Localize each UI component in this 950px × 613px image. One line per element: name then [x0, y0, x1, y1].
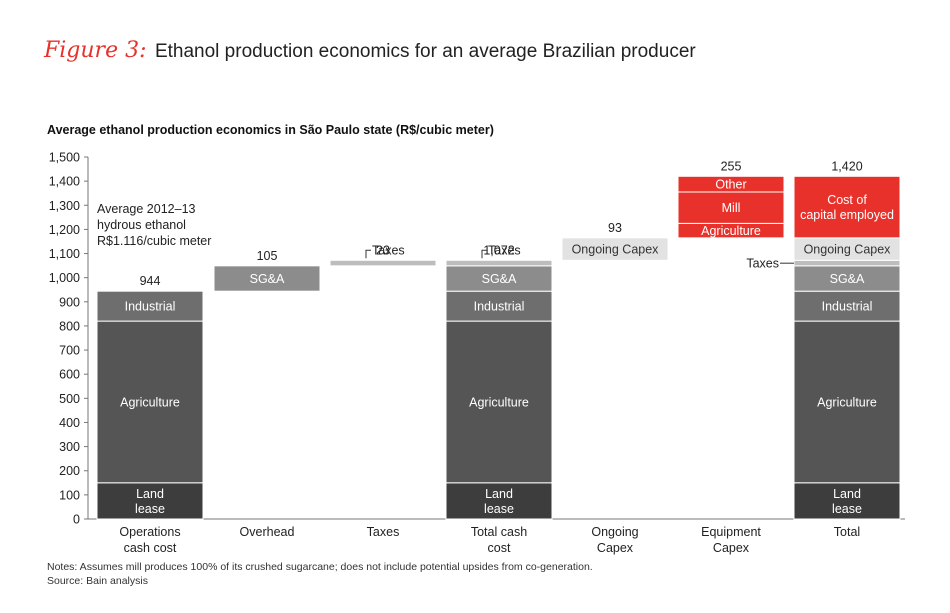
segment-label: lease [484, 502, 514, 516]
segment-label: Agriculture [469, 395, 529, 409]
x-category-label: Taxes [367, 525, 400, 539]
segment-label: Agriculture [120, 395, 180, 409]
x-category-label: cash cost [124, 541, 177, 555]
taxes-callout-label: Taxes [746, 257, 779, 271]
segment-label: SG&A [482, 272, 517, 286]
y-tick-label: 100 [59, 488, 80, 502]
y-tick-label: 1,500 [49, 151, 80, 165]
bar-segment [561, 237, 669, 261]
source-text: Source: Bain analysis [47, 575, 148, 587]
y-tick-label: 500 [59, 392, 80, 406]
bar-segment [793, 290, 901, 322]
bar-total-label: 944 [140, 274, 161, 288]
y-tick-label: 600 [59, 368, 80, 382]
segment-label: Land [485, 487, 513, 501]
bar-segment [793, 482, 901, 520]
segment-label: Industrial [474, 300, 525, 314]
average-price-annotation: hydrous ethanol [97, 218, 186, 232]
y-tick-label: 900 [59, 295, 80, 309]
bar-total-label: 105 [257, 249, 278, 263]
bar-segment [96, 482, 204, 520]
bar-segment [213, 265, 321, 292]
y-tick-label: 1,100 [49, 247, 80, 261]
bar-segment [793, 259, 901, 267]
taxes-callout-label: Taxes [488, 243, 521, 257]
bar-segment [793, 320, 901, 484]
segment-label: Agriculture [817, 395, 877, 409]
segment-label: Land [833, 487, 861, 501]
chart-notes: Notes: Assumes mill produces 100% of its… [47, 560, 593, 588]
taxes-callout-bracket [481, 249, 487, 259]
segment-label: capital employed [800, 208, 894, 222]
segment-label: SG&A [830, 272, 865, 286]
bar-segment [677, 191, 785, 224]
taxes-callout-label: Taxes [372, 243, 405, 257]
x-category-label: Operations [119, 525, 180, 539]
bar-segment [329, 259, 437, 267]
x-category-label: cost [488, 541, 511, 555]
y-tick-label: 300 [59, 440, 80, 454]
segment-label: Land [136, 487, 164, 501]
y-tick-label: 1,300 [49, 199, 80, 213]
average-price-annotation: Average 2012–13 [97, 202, 196, 216]
segment-label: Industrial [125, 300, 176, 314]
y-tick-label: 400 [59, 416, 80, 430]
segment-label: Mill [722, 201, 741, 215]
bar-segment [96, 290, 204, 322]
bar-segment [96, 320, 204, 484]
bar-total-label: 1,072 [483, 243, 514, 257]
bar-total-label: 93 [608, 221, 622, 235]
bar-segment [445, 482, 553, 520]
x-category-label: Overhead [240, 525, 295, 539]
bar-segment [677, 175, 785, 193]
y-tick-label: 1,400 [49, 175, 80, 189]
bar-total-label: 1,420 [831, 159, 862, 173]
figure-title: Ethanol production economics for an aver… [154, 41, 696, 62]
bar-segment [445, 290, 553, 322]
bar-segment [445, 259, 553, 267]
chart-subtitle: Average ethanol production economics in … [47, 123, 494, 137]
taxes-callout-bracket [365, 249, 371, 259]
bar-total-label: 255 [721, 159, 742, 173]
x-category-label: Total [834, 525, 860, 539]
bar-segment [793, 265, 901, 292]
segment-label: Ongoing Capex [804, 243, 892, 257]
x-category-label: Capex [597, 541, 634, 555]
segment-label: Other [715, 178, 746, 192]
x-category-label: Equipment [701, 525, 761, 539]
y-tick-label: 0 [73, 513, 80, 527]
segment-label: lease [832, 502, 862, 516]
segment-label: Cost of [827, 193, 867, 207]
segment-label: lease [135, 502, 165, 516]
segment-label: SG&A [250, 272, 285, 286]
figure-heading: Figure 3: Ethanol production economics f… [44, 38, 696, 63]
figure-number: Figure 3: [44, 38, 147, 63]
average-price-annotation: R$1.116/cubic meter [97, 234, 211, 248]
y-tick-label: 1,000 [49, 271, 80, 285]
y-tick-label: 700 [59, 344, 80, 358]
segment-label: Industrial [822, 300, 873, 314]
y-tick-label: 800 [59, 319, 80, 333]
x-category-label: Ongoing [591, 525, 638, 539]
bar-total-label: 23 [376, 243, 390, 257]
x-category-label: Capex [713, 541, 750, 555]
y-tick-label: 200 [59, 464, 80, 478]
y-tick-label: 1,200 [49, 223, 80, 237]
segment-label: Ongoing Capex [572, 243, 660, 257]
notes-text: Notes: Assumes mill produces 100% of its… [47, 561, 593, 573]
bar-segment [445, 320, 553, 484]
x-category-label: Total cash [471, 525, 527, 539]
bar-segment [793, 175, 901, 239]
segment-label: Agriculture [701, 224, 761, 238]
